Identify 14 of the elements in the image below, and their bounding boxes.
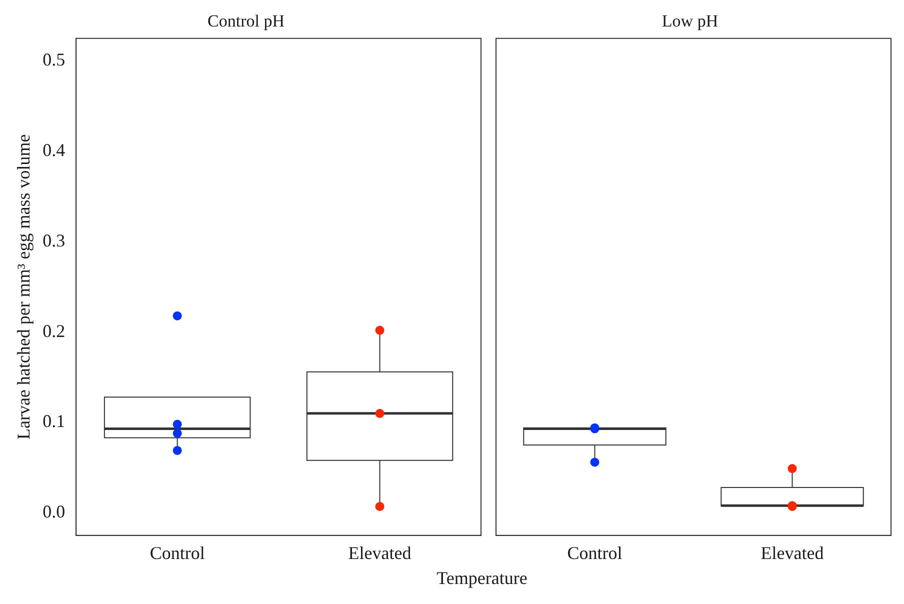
x-tick-label: Elevated: [348, 542, 412, 563]
y-tick-label: 0.3: [42, 230, 66, 250]
x-tick-label: Control: [567, 542, 622, 563]
y-tick-label: 0.2: [42, 320, 66, 341]
x-tick-label: Control: [150, 542, 205, 563]
chart-title: Control pH: [208, 12, 284, 31]
y-axis-title: Larvae hatched per mm³ egg mass volume: [14, 134, 34, 440]
y-tick-label: 0.5: [42, 50, 66, 70]
x-axis-title: Temperature: [436, 568, 528, 589]
y-tick-label: 0.1: [42, 411, 66, 432]
x-tick-label: Elevated: [760, 542, 824, 563]
y-tick-label: 0.4: [42, 140, 66, 160]
y-tick-label: 0.0: [42, 502, 66, 522]
chart-title: Low pH: [662, 12, 718, 31]
